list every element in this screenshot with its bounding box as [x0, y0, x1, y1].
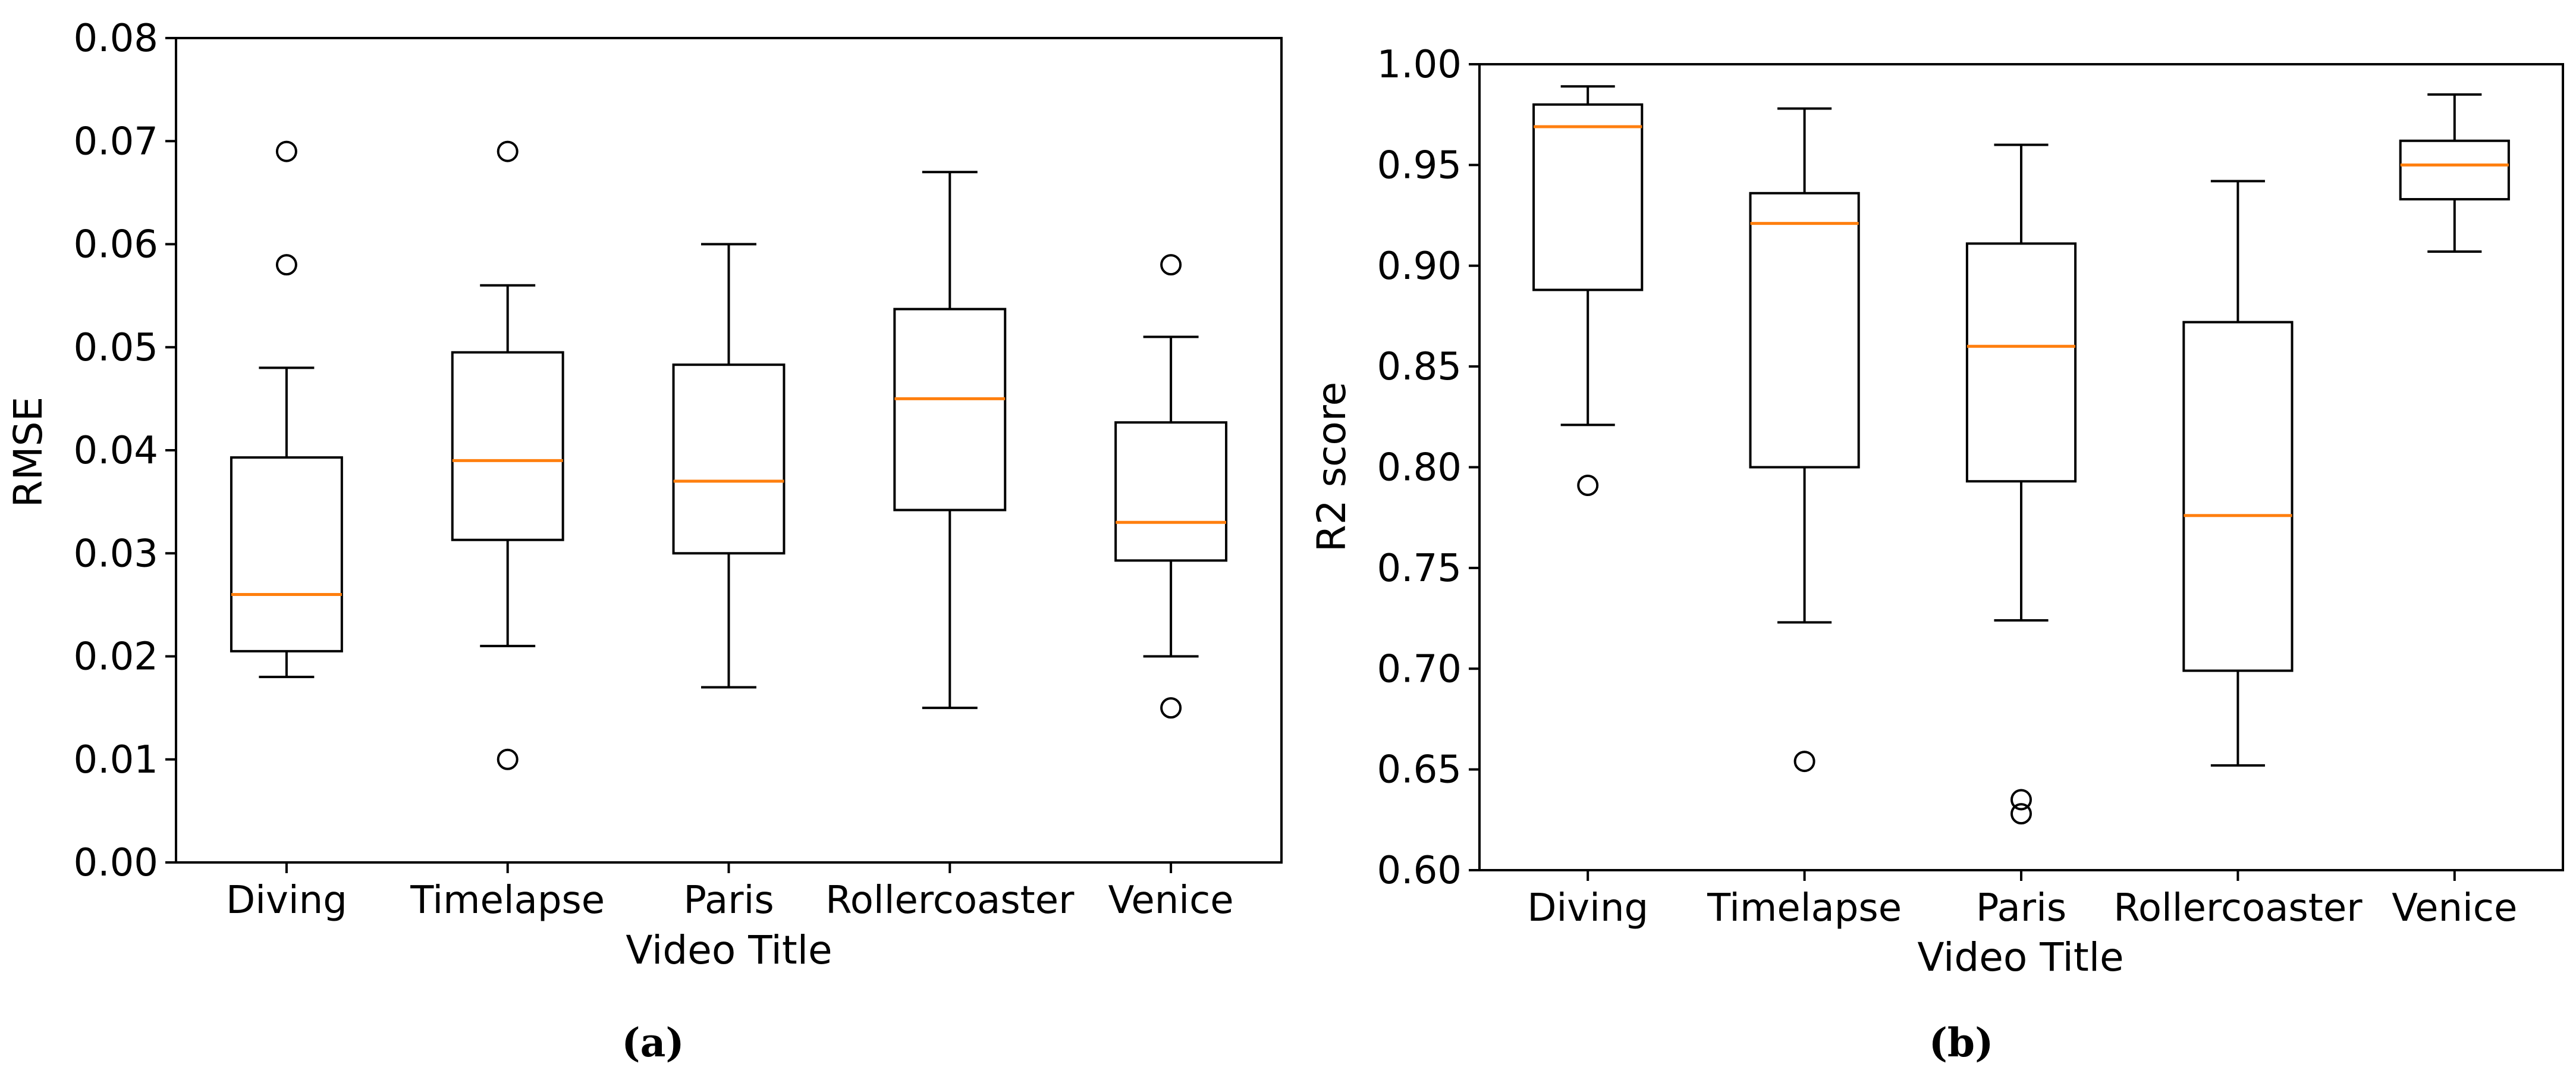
panel-b-timelapse-box	[1749, 192, 1860, 469]
panel-a-x-tick-label-paris: Paris	[683, 879, 774, 923]
panel-a-y-tick-label: 0.00	[74, 841, 159, 885]
panel-a-caption: (a)	[621, 1019, 684, 1066]
panel-b-r2-boxplot: 0.60 0.65 0.70 0.75 0.80 0.85 0.90 0.95 1.00 Divi…	[1309, 43, 2564, 1066]
panel-a-venice-outlier	[1160, 254, 1182, 276]
panel-b-rollercoaster-box	[2182, 321, 2294, 672]
panel-a-rollercoaster-box	[893, 308, 1007, 512]
panel-a-x-tick-label-venice: Venice	[1108, 879, 1234, 923]
panel-b-paris-outlier	[2010, 789, 2032, 811]
panel-a-x-axis-label: Video Title	[626, 927, 832, 973]
panel-a-paris-box	[672, 363, 786, 555]
panel-a-plot-area: 0.00 0.01 0.02 0.03 0.04 0.05 0.06 0.07 0.08 Divi…	[74, 17, 1283, 923]
panel-a-x-tick-label-rollercoaster: Rollercoaster	[825, 879, 1075, 923]
panel-b-y-tick-label: 0.70	[1377, 647, 1462, 691]
panel-a-timelapse-outlier	[497, 140, 519, 162]
panel-b-y-tick-label: 0.95	[1377, 143, 1462, 187]
panel-b-paris-outlier	[2010, 803, 2032, 825]
panel-a-y-tick-label: 0.08	[74, 17, 159, 61]
panel-a-y-axis-label: RMSE	[5, 397, 51, 507]
panel-a-venice-box	[1114, 421, 1228, 562]
panel-a-x-tick-label-timelapse: Timelapse	[410, 879, 605, 923]
panel-a-rmse-boxplot: 0.00 0.01 0.02 0.03 0.04 0.05 0.06 0.07 0.08 Divi…	[5, 17, 1283, 1066]
panel-a-y-tick-label: 0.01	[74, 738, 159, 782]
panel-b-y-tick-label: 0.60	[1377, 849, 1462, 893]
panel-b-y-tick-label: 0.90	[1377, 244, 1462, 288]
panel-b-y-tick-label: 0.75	[1377, 547, 1462, 591]
panel-a-y-tick-label: 0.06	[74, 223, 159, 267]
panel-b-x-tick-label-timelapse: Timelapse	[1707, 886, 1902, 930]
panel-b-x-axis-label: Video Title	[1917, 934, 2123, 980]
panel-a-x-tick-label-diving: Diving	[226, 879, 347, 923]
panel-b-x-tick-label-paris: Paris	[1976, 886, 2066, 930]
panel-b-x-tick-label-venice: Venice	[2392, 886, 2517, 930]
panel-b-paris-box	[1965, 242, 2077, 483]
panel-a-y-tick-label: 0.03	[74, 532, 159, 576]
panel-b-y-axis-label: R2 score	[1309, 382, 1355, 552]
panel-a-y-tick-label: 0.02	[74, 635, 159, 679]
panel-b-y-tick-label: 0.65	[1377, 748, 1462, 792]
panel-a-y-tick-label: 0.07	[74, 120, 159, 164]
panel-b-timelapse-outlier	[1793, 751, 1815, 773]
panel-a-venice-outlier	[1160, 697, 1182, 719]
panel-a-timelapse-outlier	[497, 748, 519, 770]
panel-a-timelapse-box	[451, 351, 564, 541]
panel-a-y-tick-label: 0.04	[74, 429, 159, 473]
panel-a-y-tick-label: 0.05	[74, 326, 159, 370]
panel-b-x-tick-label-rollercoaster: Rollercoaster	[2113, 886, 2363, 930]
panel-a-diving-outlier	[275, 140, 297, 162]
panel-b-diving-box	[1532, 103, 1644, 291]
panel-b-y-tick-label: 1.00	[1377, 43, 1462, 87]
panel-b-plot-area: 0.60 0.65 0.70 0.75 0.80 0.85 0.90 0.95 1.00 Divi…	[1377, 43, 2564, 930]
panel-a-diving-outlier	[275, 254, 297, 276]
panel-b-diving-outlier	[1577, 474, 1599, 496]
panel-b-caption: (b)	[1929, 1019, 1994, 1066]
panel-b-venice-box	[2399, 139, 2510, 200]
panel-b-y-tick-label: 0.80	[1377, 446, 1462, 490]
panel-a-diving-box	[230, 456, 343, 652]
panel-b-y-tick-label: 0.85	[1377, 345, 1462, 389]
panel-b-x-tick-label-diving: Diving	[1527, 886, 1648, 930]
